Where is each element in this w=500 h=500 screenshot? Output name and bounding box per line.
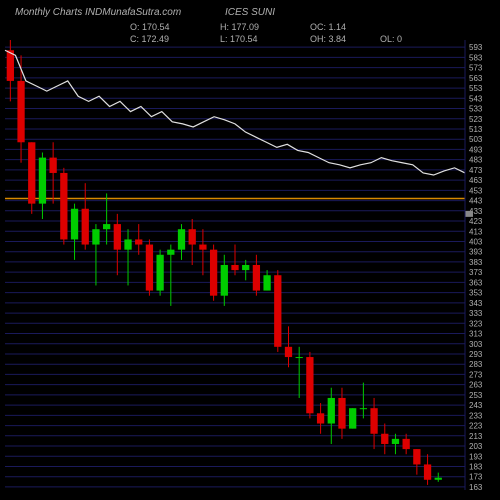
y-axis-label: 503 (469, 135, 483, 144)
ohlc-close: C: 172.49 (130, 34, 169, 44)
y-axis-label: 233 (469, 411, 483, 420)
candle-body (242, 265, 249, 270)
y-axis-label: 223 (469, 422, 483, 431)
candle-body (381, 434, 388, 444)
candle-body (317, 413, 324, 423)
ohlc-oh: OH: 3.84 (310, 34, 346, 44)
y-axis-label: 563 (469, 74, 483, 83)
candle-body (274, 275, 281, 347)
y-axis-label: 463 (469, 176, 483, 185)
ohlc-ol: OL: 0 (380, 34, 402, 44)
y-axis-label: 263 (469, 381, 483, 390)
candle-body (435, 478, 442, 480)
chart-container: 163173 183193203213223 233243253263 2732832… (0, 0, 500, 500)
candle-body (306, 357, 313, 413)
candle-body (413, 449, 420, 464)
candle-body (296, 357, 303, 358)
candle-body (338, 398, 345, 429)
y-axis-label: 393 (469, 248, 483, 257)
y-axis-label: 363 (469, 278, 483, 287)
y-axis-label: 403 (469, 237, 483, 246)
candle-body (178, 229, 185, 249)
candle-body (156, 255, 163, 291)
y-axis-label: 183 (469, 462, 483, 471)
y-axis-label: 173 (469, 473, 483, 482)
y-axis-label: 553 (469, 84, 483, 93)
chart-symbol: ICES SUNI (225, 7, 275, 18)
candle-body (360, 408, 367, 409)
ohlc-low: L: 170.54 (220, 34, 258, 44)
y-axis-label: 543 (469, 94, 483, 103)
candle-body (135, 239, 142, 244)
y-axis-label: 313 (469, 330, 483, 339)
candle-body (210, 250, 217, 296)
y-axis-label: 343 (469, 299, 483, 308)
candle-body (221, 265, 228, 296)
y-axis-label: 213 (469, 432, 483, 441)
candle-body (253, 265, 260, 291)
y-axis-label: 493 (469, 145, 483, 154)
y-axis-label: 513 (469, 125, 483, 134)
y-axis-label: 593 (469, 43, 483, 52)
y-axis-label: 413 (469, 227, 483, 236)
candle-body (17, 81, 24, 142)
y-axis-label: 293 (469, 350, 483, 359)
y-axis-label: 273 (469, 370, 483, 379)
ohlc-oc: OC: 1.14 (310, 22, 346, 32)
chart-title: Monthly Charts INDMunafaSutra.com (15, 7, 181, 18)
y-axis-label: 283 (469, 360, 483, 369)
y-axis-label: 453 (469, 186, 483, 195)
y-axis-label: 583 (469, 53, 483, 62)
candle-body (189, 229, 196, 244)
y-axis-label: 243 (469, 401, 483, 410)
candle-body (199, 245, 206, 250)
y-axis-label: 443 (469, 197, 483, 206)
candle-body (349, 408, 356, 428)
y-axis-label: 353 (469, 289, 483, 298)
candle-body (403, 439, 410, 449)
y-axis-label: 203 (469, 442, 483, 451)
y-axis-label: 533 (469, 105, 483, 114)
y-axis-label: 483 (469, 156, 483, 165)
y-axis-label: 323 (469, 319, 483, 328)
y-axis-label: 193 (469, 452, 483, 461)
y-axis-label: 253 (469, 391, 483, 400)
candle-body (7, 50, 14, 81)
candle-body (424, 464, 431, 479)
candle-body (71, 209, 78, 240)
y-axis-label: 373 (469, 268, 483, 277)
y-axis-label: 303 (469, 340, 483, 349)
candle-body (103, 224, 110, 229)
candle-body (28, 142, 35, 203)
candle-body (263, 275, 270, 290)
y-axis-label: 573 (469, 64, 483, 73)
candle-body (92, 229, 99, 244)
candle-body (231, 265, 238, 270)
y-axis-label: 423 (469, 217, 483, 226)
candle-body (50, 158, 57, 173)
y-axis-label: 523 (469, 115, 483, 124)
y-axis-label: 333 (469, 309, 483, 318)
y-axis-label: 163 (469, 483, 483, 492)
ohlc-high: H: 177.09 (220, 22, 259, 32)
ohlc-open: O: 170.54 (130, 22, 170, 32)
y-axis-label: 383 (469, 258, 483, 267)
candle-body (370, 408, 377, 434)
candle-body (285, 347, 292, 357)
candle-body (167, 250, 174, 255)
candle-body (328, 398, 335, 424)
candle-body (146, 245, 153, 291)
chart-svg: 163173 183193203213223 233243253263 2732832… (0, 0, 500, 500)
candle-body (82, 209, 89, 245)
candle-body (392, 439, 399, 444)
candle-body (60, 173, 67, 239)
candle-body (114, 224, 121, 250)
y-axis-label: 473 (469, 166, 483, 175)
candle-body (39, 158, 46, 204)
candle-body (124, 239, 131, 249)
